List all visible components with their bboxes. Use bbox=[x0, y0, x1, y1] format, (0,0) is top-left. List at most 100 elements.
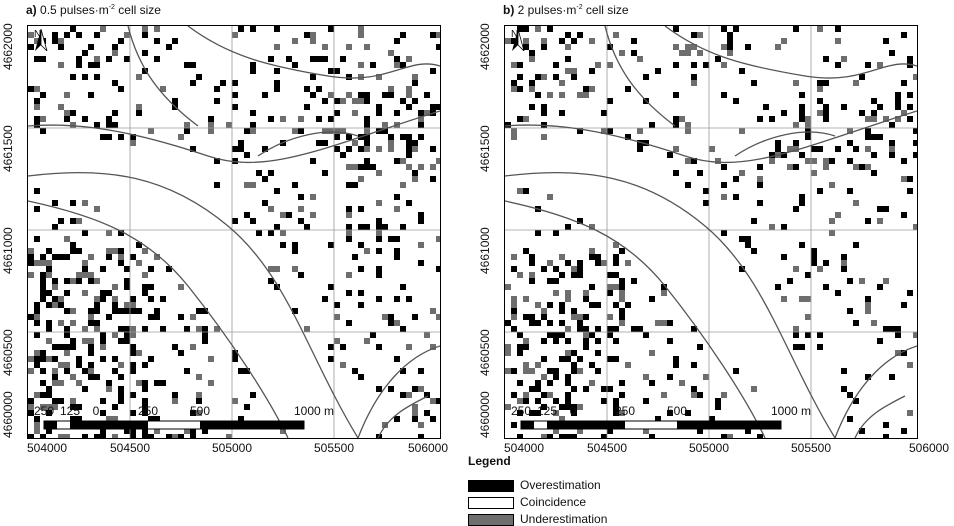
raster-cell bbox=[118, 308, 124, 314]
raster-cell bbox=[412, 176, 418, 182]
raster-cell bbox=[877, 206, 883, 212]
raster-cell bbox=[511, 62, 517, 68]
raster-cell bbox=[841, 260, 847, 266]
raster-cell bbox=[559, 356, 565, 362]
raster-cell bbox=[70, 26, 76, 32]
raster-cell bbox=[154, 380, 160, 386]
raster-cell bbox=[559, 254, 565, 260]
raster-cell bbox=[583, 314, 589, 320]
raster-cell bbox=[799, 116, 805, 122]
raster-cell bbox=[607, 62, 613, 68]
raster-cell bbox=[685, 128, 691, 134]
raster-cell bbox=[250, 182, 256, 188]
raster-cell bbox=[58, 44, 64, 50]
raster-cell bbox=[58, 398, 64, 404]
legend-swatch bbox=[468, 497, 514, 509]
raster-cell bbox=[727, 32, 733, 38]
raster-cell bbox=[649, 434, 655, 438]
raster-cell bbox=[571, 74, 577, 80]
raster-cell bbox=[547, 194, 553, 200]
raster-cell bbox=[106, 230, 112, 236]
raster-cell bbox=[64, 110, 70, 116]
raster-cell bbox=[418, 386, 424, 392]
raster-cell bbox=[118, 134, 124, 140]
raster-cell bbox=[214, 158, 220, 164]
raster-cell bbox=[793, 326, 799, 332]
raster-cell bbox=[142, 272, 148, 278]
raster-cell bbox=[613, 410, 619, 416]
raster-cell bbox=[94, 278, 100, 284]
raster-cell bbox=[208, 116, 214, 122]
raster-cell bbox=[817, 26, 823, 32]
raster-cell bbox=[625, 302, 631, 308]
raster-cell bbox=[358, 92, 364, 98]
raster-cell bbox=[412, 314, 418, 320]
raster-cell bbox=[388, 86, 394, 92]
raster-cell bbox=[406, 104, 412, 110]
raster-cell bbox=[721, 164, 727, 170]
raster-cell bbox=[46, 404, 52, 410]
raster-cell bbox=[583, 86, 589, 92]
raster-cell bbox=[757, 434, 763, 438]
raster-cell bbox=[535, 302, 541, 308]
raster-cell bbox=[76, 356, 82, 362]
raster-cell bbox=[142, 290, 148, 296]
raster-cell bbox=[136, 74, 142, 80]
raster-cell bbox=[577, 92, 583, 98]
raster-cell bbox=[46, 266, 52, 272]
raster-cell bbox=[406, 344, 412, 350]
raster-cell bbox=[511, 38, 517, 44]
raster-cell bbox=[178, 350, 184, 356]
raster-cell bbox=[541, 308, 547, 314]
raster-cell bbox=[124, 308, 130, 314]
raster-cell bbox=[631, 50, 637, 56]
raster-cell bbox=[316, 56, 322, 62]
raster-cell bbox=[154, 416, 160, 422]
boundary-line bbox=[505, 110, 917, 163]
raster-cell bbox=[106, 254, 112, 260]
raster-cell bbox=[565, 224, 571, 230]
raster-cell bbox=[547, 368, 553, 374]
raster-cell bbox=[376, 266, 382, 272]
raster-cell bbox=[547, 260, 553, 266]
raster-cell bbox=[565, 260, 571, 266]
raster-cell bbox=[823, 56, 829, 62]
raster-cell bbox=[64, 368, 70, 374]
raster-cell bbox=[112, 404, 118, 410]
raster-cell bbox=[841, 386, 847, 392]
raster-cell bbox=[76, 248, 82, 254]
raster-cell bbox=[64, 308, 70, 314]
raster-cell bbox=[376, 248, 382, 254]
raster-cell bbox=[274, 80, 280, 86]
raster-cell bbox=[358, 32, 364, 38]
raster-cell bbox=[388, 50, 394, 56]
raster-cell bbox=[781, 224, 787, 230]
raster-cell bbox=[364, 140, 370, 146]
raster-cell bbox=[406, 86, 412, 92]
raster-cell bbox=[655, 416, 661, 422]
raster-cell bbox=[40, 356, 46, 362]
raster-cell bbox=[34, 416, 40, 422]
raster-cell bbox=[907, 56, 913, 62]
x-tick-label: 504500 bbox=[109, 441, 151, 455]
raster-cell bbox=[34, 188, 40, 194]
raster-cell bbox=[685, 410, 691, 416]
raster-cell bbox=[310, 56, 316, 62]
raster-cell bbox=[805, 128, 811, 134]
raster-cell bbox=[643, 428, 649, 434]
raster-cell bbox=[835, 146, 841, 152]
raster-cell bbox=[142, 404, 148, 410]
raster-cell bbox=[523, 248, 529, 254]
raster-cell bbox=[394, 158, 400, 164]
raster-cell bbox=[583, 338, 589, 344]
raster-cell bbox=[28, 32, 34, 38]
raster-cell bbox=[148, 266, 154, 272]
raster-cell bbox=[547, 332, 553, 338]
raster-cell bbox=[124, 326, 130, 332]
raster-cell bbox=[232, 104, 238, 110]
raster-cell bbox=[418, 242, 424, 248]
raster-cell bbox=[232, 32, 238, 38]
raster-cell bbox=[625, 86, 631, 92]
raster-cell bbox=[196, 308, 202, 314]
boundary-line bbox=[28, 171, 359, 438]
